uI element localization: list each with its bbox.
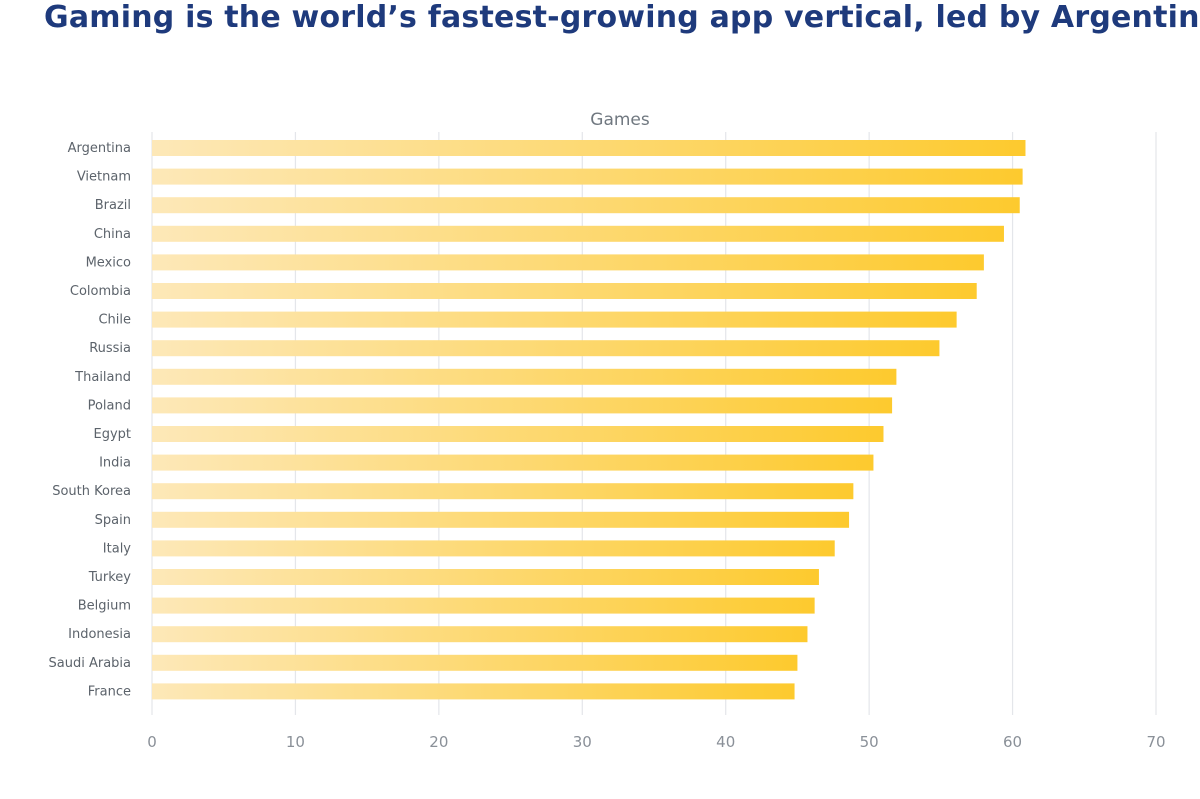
category-label: Turkey bbox=[88, 570, 132, 585]
category-label: Indonesia bbox=[68, 627, 131, 642]
bar bbox=[152, 340, 940, 357]
x-tick-label: 50 bbox=[860, 733, 879, 751]
x-tick-label: 20 bbox=[429, 733, 448, 751]
bar bbox=[152, 397, 893, 414]
x-tick-label: 40 bbox=[716, 733, 735, 751]
x-axis-ticks: 0 10 20 30 40 50 60 70 bbox=[147, 733, 1165, 751]
x-tick-label: 10 bbox=[286, 733, 305, 751]
category-labels: Argentina Vietnam Brazil China Mexico Colombi… bbox=[49, 141, 132, 699]
bar bbox=[152, 254, 984, 271]
bar bbox=[152, 225, 1004, 242]
bar bbox=[152, 368, 897, 385]
category-label: Vietnam bbox=[77, 170, 131, 185]
bar bbox=[152, 626, 808, 643]
category-label: Brazil bbox=[95, 198, 131, 213]
bar bbox=[152, 283, 977, 299]
category-label: Colombia bbox=[70, 284, 131, 299]
category-label: France bbox=[88, 684, 131, 699]
category-label: India bbox=[99, 456, 131, 471]
category-label: Saudi Arabia bbox=[49, 656, 132, 671]
category-label: Poland bbox=[88, 398, 131, 413]
x-tick-label: 60 bbox=[1003, 733, 1022, 751]
bar bbox=[152, 426, 884, 442]
bar bbox=[152, 511, 850, 528]
category-label: Mexico bbox=[86, 255, 131, 270]
category-label: Italy bbox=[103, 541, 132, 556]
category-label: Argentina bbox=[68, 141, 131, 156]
bars bbox=[152, 140, 1026, 700]
bar bbox=[152, 569, 819, 585]
category-label: Thailand bbox=[74, 370, 131, 385]
bar bbox=[152, 311, 957, 328]
category-label: Chile bbox=[98, 313, 131, 328]
bar bbox=[152, 540, 835, 557]
x-tick-label: 0 bbox=[147, 733, 157, 751]
category-label: Egypt bbox=[93, 427, 131, 442]
bar bbox=[152, 168, 1023, 185]
category-label: Belgium bbox=[78, 599, 131, 614]
category-label: Russia bbox=[89, 341, 131, 356]
bar bbox=[152, 197, 1020, 214]
bar bbox=[152, 597, 815, 614]
bar bbox=[152, 483, 854, 500]
bar bbox=[152, 654, 798, 671]
bar bbox=[152, 140, 1026, 156]
bar bbox=[152, 454, 874, 471]
x-tick-label: 70 bbox=[1146, 733, 1165, 751]
category-label: China bbox=[94, 227, 131, 242]
page-headline: Gaming is the world’s fastest-growing ap… bbox=[44, 0, 1200, 35]
bar bbox=[152, 683, 795, 700]
category-label: South Korea bbox=[52, 484, 131, 499]
x-tick-label: 30 bbox=[573, 733, 592, 751]
category-label: Spain bbox=[95, 513, 131, 528]
chart-subtitle: Games bbox=[590, 110, 650, 130]
